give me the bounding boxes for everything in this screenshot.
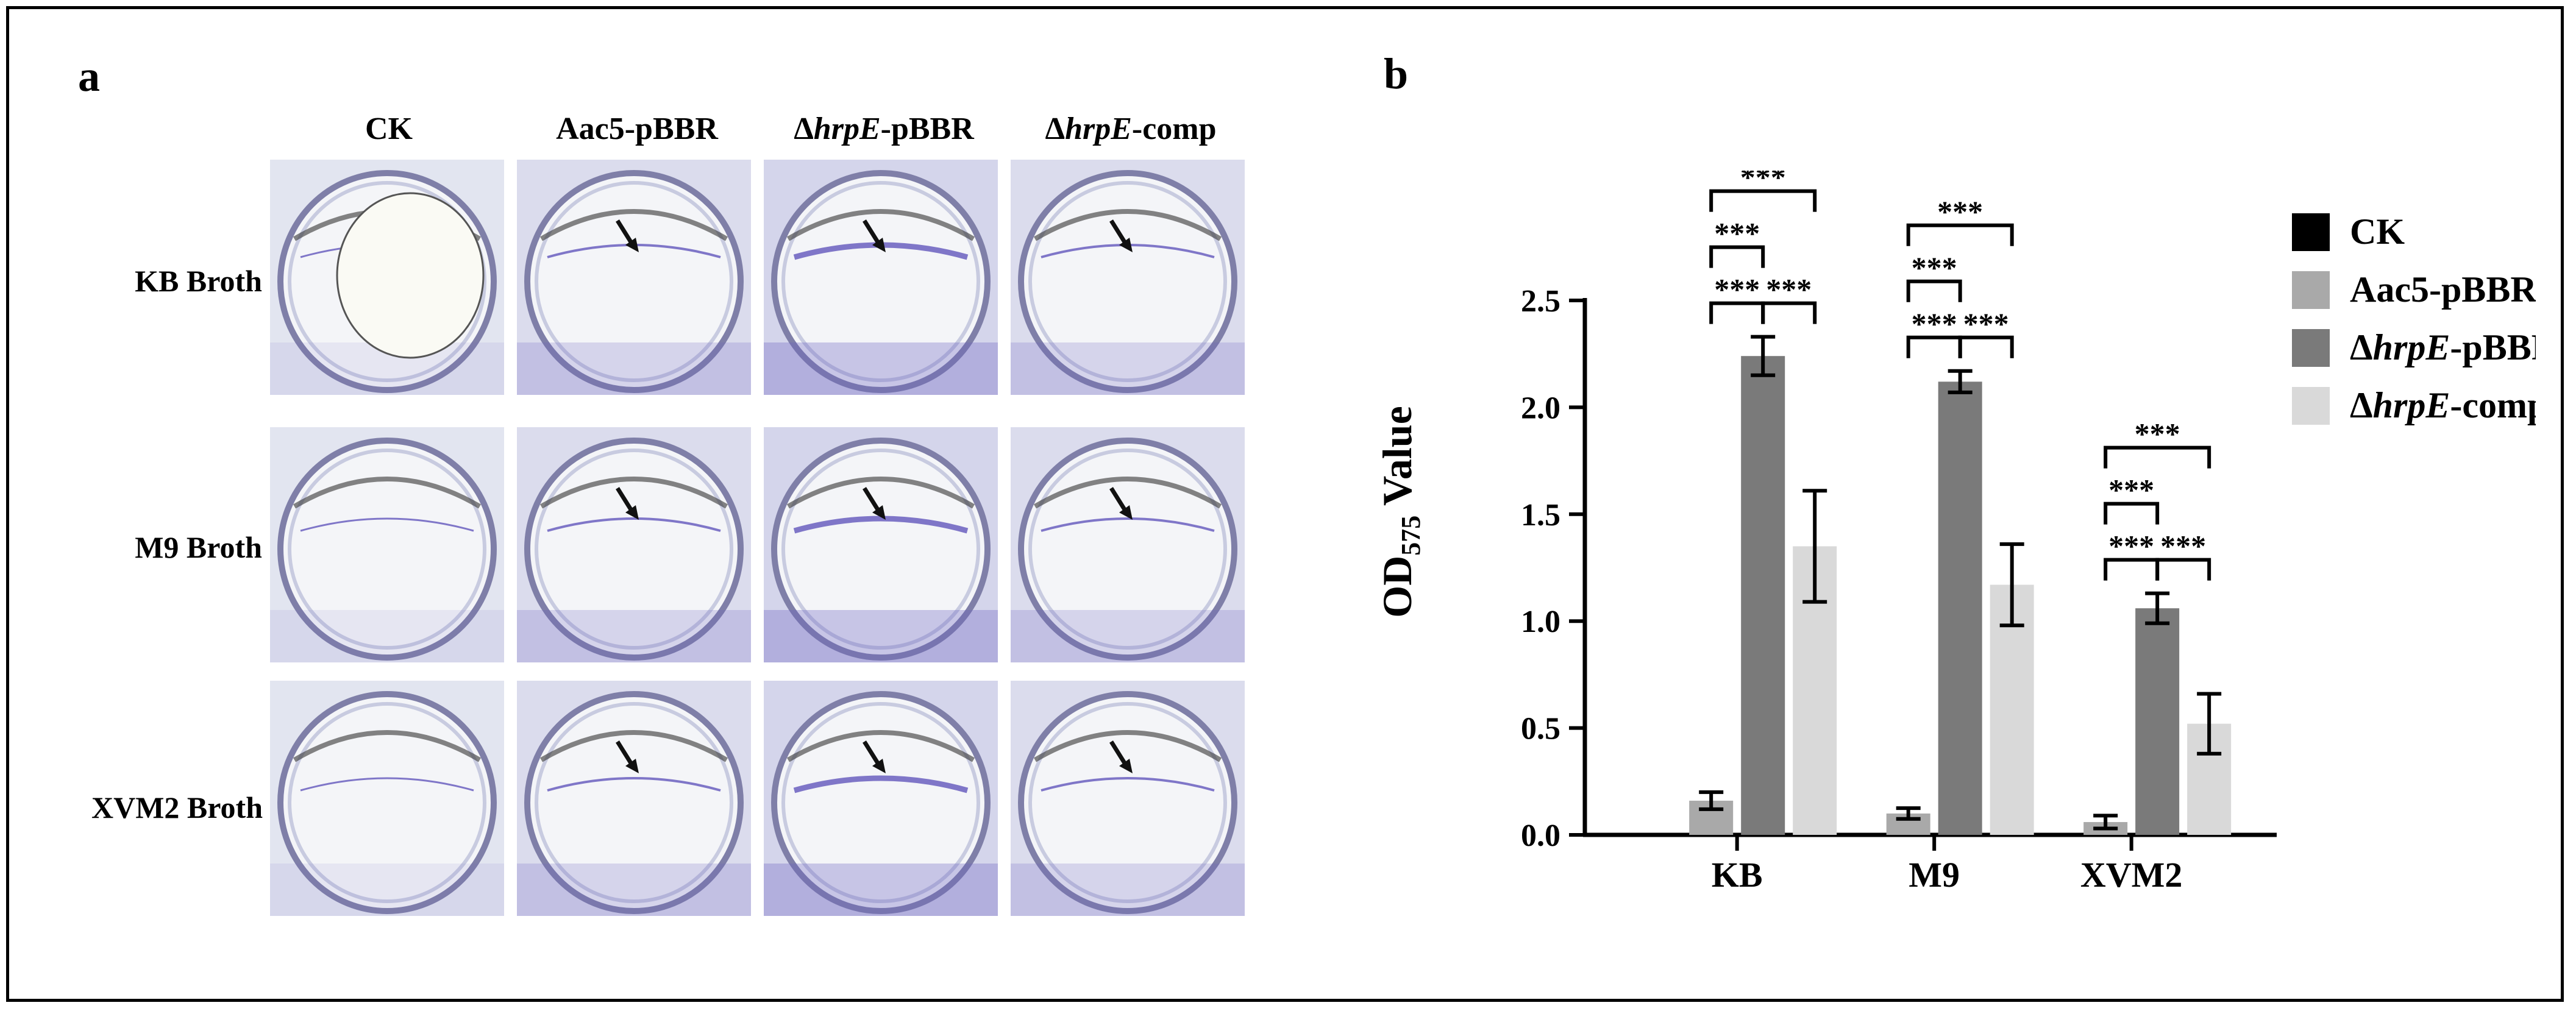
well-image-m9-hrpe-comp bbox=[1011, 427, 1245, 662]
significance-label-10: *** bbox=[2108, 529, 2154, 563]
bar-m9-2 bbox=[1938, 381, 1982, 835]
significance-label-11: *** bbox=[2160, 529, 2206, 563]
legend-label-suffix-0: CK bbox=[2350, 211, 2405, 252]
legend-label-prefix-3: Δ bbox=[2350, 385, 2373, 425]
well-photo-m9-hrpe-pbbr bbox=[764, 427, 998, 662]
significance-bracket-1 bbox=[1709, 245, 1765, 268]
legend-label-suffix-3: -comp bbox=[2450, 385, 2536, 425]
significance-label-8: *** bbox=[2135, 417, 2180, 451]
y-axis-label-sub: 575 bbox=[1396, 516, 1426, 556]
x-tick-label-kb: KB bbox=[1712, 855, 1763, 895]
legend-swatch-2 bbox=[2292, 329, 2330, 367]
legend-label-italic-3: hrpE bbox=[2373, 385, 2450, 425]
well-photo-kb-aac5 bbox=[517, 160, 751, 395]
biofilm-bar-chart: 0.00.51.01.52.02.5 KB M9 XVM2 ********* ***… bbox=[1374, 171, 2536, 895]
y-tick-label-3: 1.5 bbox=[1521, 498, 1560, 533]
significance-bracket-10 bbox=[2104, 558, 2160, 581]
well-photo-m9-hrpe-comp bbox=[1011, 427, 1245, 662]
well-photo-m9-ck bbox=[270, 427, 504, 662]
legend-label-1: Aac5-pBBR bbox=[2350, 269, 2536, 310]
legend-swatch-0 bbox=[2292, 213, 2330, 251]
y-axis: 0.0 0.5 1.0 1.5 2.0 2.5 bbox=[1521, 284, 1587, 853]
column-header-hrpe-pbbr: ΔhrpE-pBBR bbox=[794, 112, 974, 146]
well-photo-kb-hrpe-pbbr bbox=[764, 160, 998, 395]
column-header-hrpe-comp: ΔhrpE-comp bbox=[1045, 112, 1217, 146]
well-image-m9-ck bbox=[270, 427, 504, 662]
significance-label-3: *** bbox=[1766, 272, 1812, 307]
well-photo-m9-aac5 bbox=[517, 427, 751, 662]
significance-bracket-0 bbox=[1709, 189, 1817, 212]
column-header-ck: CK bbox=[365, 112, 413, 146]
well-image-kb-aac5 bbox=[517, 160, 751, 395]
significance-label-4: *** bbox=[1937, 194, 1983, 229]
well-image-m9-hrpe-pbbr bbox=[764, 427, 998, 662]
significance-bracket-8 bbox=[2104, 445, 2211, 469]
y-tick-label-0: 0.0 bbox=[1521, 818, 1560, 853]
significance-label-1: *** bbox=[1714, 216, 1760, 250]
legend-swatch-1 bbox=[2292, 271, 2330, 309]
significance-label-7: *** bbox=[1963, 307, 2009, 341]
significance-bracket-7 bbox=[1958, 335, 2014, 358]
well-image-xvm2-ck bbox=[270, 681, 504, 916]
bar-kb-2 bbox=[1741, 356, 1785, 835]
well-image-m9-aac5 bbox=[517, 427, 751, 662]
well-photo-kb-ck bbox=[270, 160, 504, 395]
row-label-m9: M9 Broth bbox=[135, 530, 262, 564]
y-tick-label-5: 2.5 bbox=[1521, 284, 1560, 319]
well-photo-xvm2-hrpe-comp bbox=[1011, 681, 1245, 916]
y-axis-label: OD575 Value bbox=[1374, 406, 1426, 618]
legend-label-prefix-2: Δ bbox=[2350, 327, 2373, 367]
significance-bracket-5 bbox=[1906, 279, 1962, 302]
significance-label-6: *** bbox=[1912, 307, 1957, 341]
legend-swatch-3 bbox=[2292, 387, 2330, 425]
y-tick-label-2: 1.0 bbox=[1521, 605, 1560, 639]
y-tick-label-1: 0.5 bbox=[1521, 712, 1560, 747]
well-image-xvm2-hrpe-comp bbox=[1011, 681, 1245, 916]
significance-bracket-2 bbox=[1709, 301, 1765, 324]
row-label-kb: KB Broth bbox=[135, 264, 262, 298]
significance-bracket-9 bbox=[2104, 502, 2160, 525]
significance-brackets: ********* ************ ************ *** bbox=[1709, 171, 2211, 581]
panel-a-label: a bbox=[78, 52, 100, 101]
panel-b-label: b bbox=[1384, 49, 1409, 98]
row-label-xvm2: XVM2 Broth bbox=[91, 790, 263, 825]
bars bbox=[1689, 335, 2232, 835]
y-axis-label-rest: Value bbox=[1374, 406, 1420, 516]
significance-label-9: *** bbox=[2108, 473, 2154, 507]
well-photo-xvm2-ck bbox=[270, 681, 504, 916]
significance-bracket-11 bbox=[2155, 558, 2211, 581]
y-axis-label-main: OD bbox=[1374, 556, 1420, 618]
legend-label-0: CK bbox=[2350, 211, 2405, 252]
legend-label-3: ΔhrpE-comp bbox=[2350, 385, 2536, 425]
x-tick-label-xvm2: XVM2 bbox=[2080, 855, 2183, 895]
well-photo-xvm2-aac5 bbox=[517, 681, 751, 916]
significance-label-5: *** bbox=[1912, 250, 1957, 285]
column-header-aac5: Aac5-pBBR bbox=[556, 112, 718, 146]
well-image-kb-ck bbox=[270, 160, 504, 395]
x-axis: KB M9 XVM2 bbox=[1583, 832, 2277, 895]
legend-label-suffix-1: Aac5-pBBR bbox=[2350, 269, 2536, 310]
significance-bracket-3 bbox=[1761, 301, 1817, 324]
well-photo-kb-hrpe-comp bbox=[1011, 160, 1245, 395]
well-image-xvm2-aac5 bbox=[517, 681, 751, 916]
significance-label-0: *** bbox=[1740, 171, 1786, 194]
significance-bracket-6 bbox=[1906, 335, 1962, 358]
well-image-kb-hrpe-comp bbox=[1011, 160, 1245, 395]
y-tick-label-4: 2.0 bbox=[1521, 391, 1560, 425]
legend-label-2: ΔhrpE-pBBR bbox=[2350, 327, 2536, 367]
well-photo-xvm2-hrpe-pbbr bbox=[764, 681, 998, 916]
bar-xvm2-2 bbox=[2135, 608, 2180, 835]
significance-bracket-4 bbox=[1906, 223, 2014, 246]
legend-label-suffix-2: -pBBR bbox=[2450, 327, 2536, 367]
legend-label-italic-2: hrpE bbox=[2373, 327, 2450, 367]
well-image-xvm2-hrpe-pbbr bbox=[764, 681, 998, 916]
well-image-kb-hrpe-pbbr bbox=[764, 160, 998, 395]
x-tick-label-m9: M9 bbox=[1909, 855, 1960, 895]
significance-label-2: *** bbox=[1714, 272, 1760, 307]
